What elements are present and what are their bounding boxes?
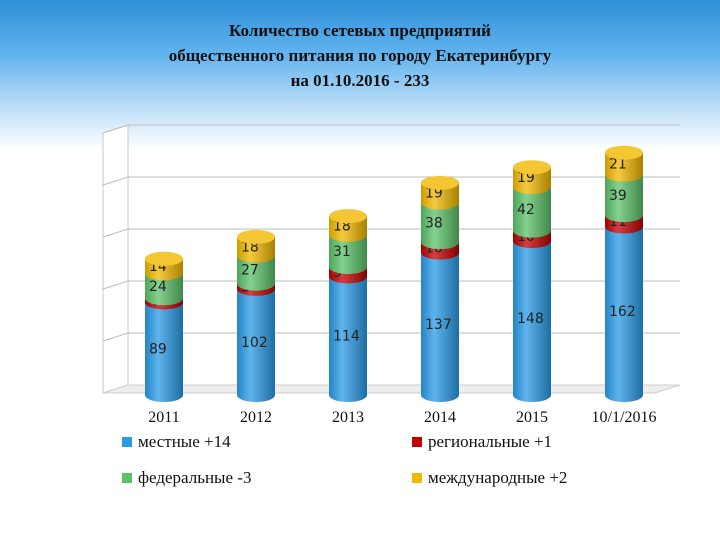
gridline-side <box>102 176 129 186</box>
data-label-local-10/1/2016: 162 <box>609 304 636 320</box>
gridline-side <box>102 280 129 290</box>
title-line-1: Количество сетевых предприятий <box>229 21 491 40</box>
legend-swatch-international <box>412 473 422 483</box>
bar-international-2013 <box>329 216 367 242</box>
bar-local-2015 <box>513 241 551 402</box>
bar-federal-2011 <box>145 273 183 306</box>
data-label-local-2015: 148 <box>517 311 544 327</box>
bar-federal-2013 <box>329 234 367 275</box>
bar-top-2014 <box>421 175 459 190</box>
data-label-federal-2013: 31 <box>333 244 351 260</box>
legend-item-regional: региональные +1 <box>412 432 552 452</box>
x-tick-label-2012: 2012 <box>240 409 272 426</box>
bar-federal-2012 <box>237 255 275 291</box>
data-label-local-2011: 89 <box>149 342 167 358</box>
data-label-local-2012: 102 <box>241 335 268 351</box>
bar-local-2013 <box>329 276 367 402</box>
data-label-federal-10/1/2016: 39 <box>609 188 627 204</box>
legend-label-federal: федеральные -3 <box>138 468 252 487</box>
gridline-side <box>102 124 129 134</box>
data-label-federal-2014: 38 <box>425 215 443 231</box>
bar-top-2013 <box>329 209 367 224</box>
bar-international-2015 <box>513 167 551 194</box>
bar-local-2011 <box>145 302 183 402</box>
data-label-federal-2015: 42 <box>517 202 535 218</box>
data-label-federal-2012: 27 <box>241 263 259 279</box>
title-line-2: общественного питания по городу Екатерин… <box>168 46 552 65</box>
legend-swatch-federal <box>122 473 132 483</box>
legend-swatch-local <box>122 437 132 447</box>
gridline-side <box>102 332 129 342</box>
bar-local-2012 <box>237 288 275 402</box>
bar-international-2012 <box>237 236 275 263</box>
data-label-local-2014: 137 <box>425 317 452 333</box>
legend-label-local: местные +14 <box>138 432 231 451</box>
chart-title: Количество сетевых предприятий обществен… <box>0 18 720 93</box>
legend-swatch-regional <box>412 437 422 447</box>
floor <box>102 384 681 394</box>
legend-label-regional: региональные +1 <box>428 432 553 451</box>
legend-item-international: международные +2 <box>412 468 567 488</box>
legend-item-federal: федеральные -3 <box>122 468 251 488</box>
bar-federal-2014 <box>421 202 459 250</box>
x-tick-label-2013: 2013 <box>332 409 364 426</box>
x-tick-label-2015: 2015 <box>516 409 548 426</box>
bar-local-2014 <box>421 252 459 402</box>
bar-international-2014 <box>421 182 459 210</box>
bar-top-2012 <box>237 229 275 244</box>
data-label-international-10/1/2016: 21 <box>609 157 627 173</box>
bar-international-10/1/2016 <box>605 152 643 182</box>
data-label-local-2013: 114 <box>333 329 360 345</box>
bar-local-10/1/2016 <box>605 226 643 402</box>
x-tick-label-2014: 2014 <box>424 409 456 426</box>
gridline-side <box>102 228 129 238</box>
legend-label-international: международные +2 <box>428 468 568 487</box>
x-tick-label-10/1/2016: 10/1/2016 <box>592 409 657 426</box>
legend-item-local: местные +14 <box>122 432 231 452</box>
bar-federal-10/1/2016 <box>605 174 643 223</box>
x-tick-label-2011: 2011 <box>148 409 179 426</box>
data-label-federal-2011: 24 <box>149 279 167 295</box>
bar-top-2011 <box>145 251 183 266</box>
title-line-3: на 01.10.2016 - 233 <box>290 71 430 90</box>
bar-federal-2015 <box>513 187 551 238</box>
bar-top-10/1/2016 <box>605 145 643 160</box>
back-wall-side <box>102 124 129 394</box>
bar-top-2015 <box>513 160 551 175</box>
